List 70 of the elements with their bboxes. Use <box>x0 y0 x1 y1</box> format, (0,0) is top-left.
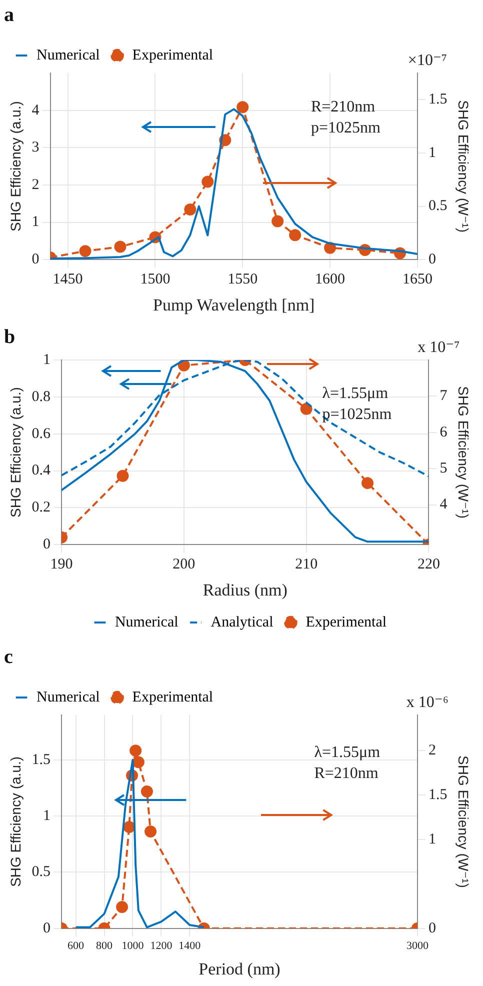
x-axis-title: Pump Wavelength [nm] <box>153 295 315 314</box>
y-axis-title: SHG Efficiency (a.u.) <box>7 101 24 232</box>
y-tick-label: 2 <box>32 176 40 193</box>
y-tick-label: 3 <box>32 140 40 156</box>
text: ×10⁻⁷ <box>408 52 447 70</box>
x-tick-label: 1550 <box>228 272 258 288</box>
legend-label: Numerical <box>36 689 100 706</box>
y-tick-label: 0.2 <box>32 500 51 516</box>
x-tick-label: 1200 <box>150 940 173 952</box>
legend-label: Experimental <box>132 47 214 64</box>
chart-title: a <box>4 4 14 26</box>
x-axis-title: Period (nm) <box>198 959 280 978</box>
text: x 10⁻⁷ <box>418 339 460 356</box>
y-tick-label: 0.5 <box>32 864 51 880</box>
legend-label: Experimental <box>306 614 387 630</box>
x-tick-label: 200 <box>172 556 196 573</box>
chart-title: b <box>4 326 16 348</box>
y-tick-label: 0.8 <box>32 388 51 405</box>
legend-label: Numerical <box>36 47 100 64</box>
y2-axis-title: SHG Efficiency (W⁻¹) <box>456 100 472 232</box>
y2-tick-label: 1.5 <box>428 92 448 108</box>
y-tick-label: 4 <box>32 102 40 118</box>
legend-label: Analytical <box>210 614 274 630</box>
x-tick-label: 1400 <box>178 940 202 952</box>
x-tick-label: 210 <box>295 556 318 573</box>
y2-tick-label: 5 <box>440 460 448 477</box>
y2-tick-label: 0 <box>428 920 436 936</box>
annotation: λ=1.55μm <box>314 744 381 762</box>
y2-axis-title: SHG Efficiency (W⁻¹) <box>456 386 472 518</box>
y2-tick-label: 6 <box>440 424 448 440</box>
annotation: R=210nm <box>314 765 379 782</box>
y-tick-label: 1 <box>43 808 51 824</box>
x-tick-label: 1600 <box>315 272 346 288</box>
x-tick-label: 800 <box>96 940 114 952</box>
x-tick-label: 220 <box>417 556 440 573</box>
x-axis-title: Radius (nm) <box>202 580 288 600</box>
chart-title: c <box>4 646 13 668</box>
y2-tick-label: 7 <box>440 388 448 404</box>
y-axis-title: SHG Efficiency (a.u.) <box>7 756 24 887</box>
y-tick-label: 1 <box>32 214 40 230</box>
legend-label: Numerical <box>114 614 178 630</box>
legend-label: Experimental <box>132 689 214 706</box>
y2-tick-label: 2 <box>428 742 436 759</box>
x-tick-label: 190 <box>50 556 73 573</box>
y-tick-label: 0 <box>43 536 51 553</box>
x-tick-label: 1650 <box>402 272 432 288</box>
y-tick-label: 1 <box>43 352 51 368</box>
x-tick-label: 3000 <box>406 940 429 952</box>
y2-tick-label: 1 <box>428 144 436 161</box>
y-tick-label: 0 <box>32 252 40 268</box>
text: x 10⁻⁶ <box>406 694 448 712</box>
y-tick-label: 0 <box>43 920 51 936</box>
x-tick-label: 1000 <box>122 940 144 952</box>
y2-tick-label: 0 <box>428 252 436 268</box>
x-tick-label: 1450 <box>52 272 83 288</box>
y2-tick-label: 1 <box>428 831 436 848</box>
annotation: λ=1.55μm <box>322 385 389 402</box>
y-axis-title: SHG Efficiency (a.u.) <box>7 387 24 518</box>
y2-tick-label: 1.5 <box>428 786 448 803</box>
x-tick-label: 1500 <box>140 272 170 288</box>
x-tick-label: 600 <box>68 940 85 952</box>
y-tick-label: 0.4 <box>32 462 52 479</box>
y2-tick-label: 4 <box>440 496 448 513</box>
y-tick-label: 0.6 <box>32 426 52 442</box>
y2-tick-label: 0.5 <box>428 198 448 214</box>
y-tick-label: 1.5 <box>32 752 51 768</box>
annotation: p=1025nm <box>322 406 392 424</box>
annotation: R=210nm <box>310 98 376 116</box>
annotation: p=1025nm <box>310 119 381 136</box>
y2-axis-title: SHG Efficiency (W⁻¹) <box>456 756 472 888</box>
